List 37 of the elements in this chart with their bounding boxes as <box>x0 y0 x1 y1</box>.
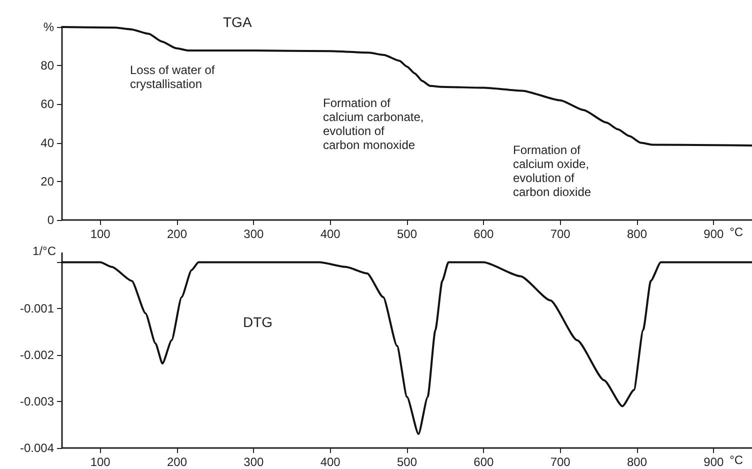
x-tick-label: 500 <box>396 227 418 241</box>
x-axis-title: °C <box>730 225 744 239</box>
y-tick-label: -0.002 <box>20 348 54 362</box>
x-tick-label: 700 <box>550 227 571 241</box>
x-tick-label: 600 <box>474 455 494 469</box>
y-tick-label: -0.004 <box>20 441 54 455</box>
x-tick-label: 200 <box>166 227 188 241</box>
y-tick-label: 0 <box>47 213 54 227</box>
x-tick-label: 400 <box>320 455 341 469</box>
annotation: Formation of calcium carbonate, evolution of carbon monoxide <box>323 96 424 152</box>
y-tick-label: 60 <box>40 97 54 112</box>
x-tick-label: 300 <box>244 227 264 241</box>
x-tick-label: 500 <box>396 455 418 469</box>
x-tick-label: 100 <box>90 455 111 469</box>
x-tick-label: 300 <box>244 455 264 469</box>
x-axis-title: °C <box>730 453 744 467</box>
chart-title: TGA <box>223 14 252 30</box>
x-tick-label: 900 <box>704 455 724 469</box>
x-tick-label: 900 <box>704 227 724 241</box>
text: DTG <box>243 314 273 330</box>
x-tick-label: 600 <box>474 227 494 241</box>
y-tick-label: 40 <box>40 136 54 150</box>
x-tick-label: 700 <box>550 455 571 469</box>
y-tick-label: -0.001 <box>20 302 54 316</box>
annotation: Loss of water of crystallisation <box>130 63 216 91</box>
x-tick-label: 800 <box>626 455 648 469</box>
x-tick-label: 800 <box>626 227 648 241</box>
y-tick-label: 20 <box>40 174 54 188</box>
x-tick-label: 400 <box>320 227 341 241</box>
y-tick-label: -0.003 <box>20 394 54 409</box>
x-tick-label: 200 <box>166 455 188 469</box>
annotation: Formation of calcium oxide, evolution of carbon dioxide <box>513 143 592 199</box>
line-series <box>61 261 752 436</box>
y-tick-label: 80 <box>40 58 54 73</box>
y-tick-label: % <box>43 20 54 34</box>
x-tick-label: 100 <box>90 227 111 241</box>
y-axis-title: 1/°C <box>32 244 56 258</box>
